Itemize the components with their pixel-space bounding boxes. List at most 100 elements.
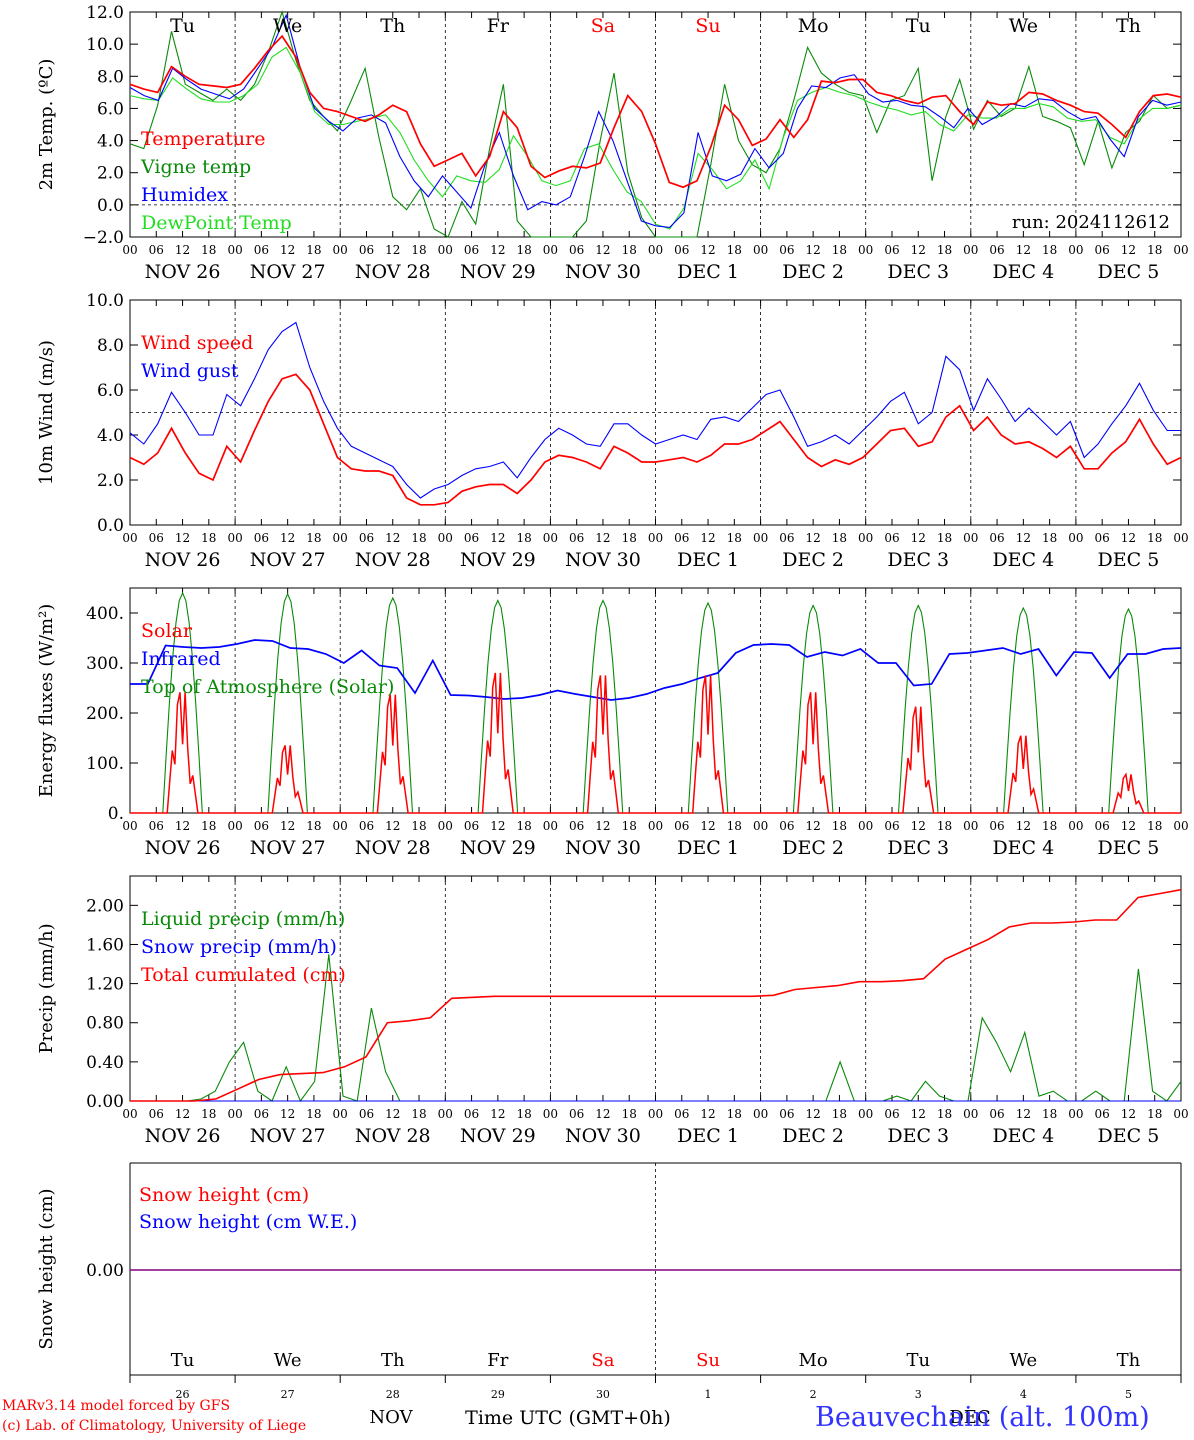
x-hour-label: 06 xyxy=(149,243,164,257)
x-date-label: DEC 1 xyxy=(677,1125,739,1147)
x-hour-label: 18 xyxy=(201,819,216,833)
x-date-label: NOV 30 xyxy=(565,549,641,571)
y-axis-label: Snow height (cm) xyxy=(36,1188,57,1349)
x-hour-label: 00 xyxy=(648,243,663,257)
y-axis-label: Energy fluxes (W/m²) xyxy=(36,604,57,798)
x-hour-label: 12 xyxy=(1016,819,1031,833)
x-hour-label: 18 xyxy=(1147,1107,1162,1121)
y-tick-label: 6.0 xyxy=(97,381,124,401)
x-date-label: DEC 4 xyxy=(992,837,1054,859)
x-hour-label: 06 xyxy=(884,1107,899,1121)
x-hour-label: 06 xyxy=(569,819,584,833)
x-hour-label: 00 xyxy=(1173,531,1188,545)
weekday-label: Mo xyxy=(799,1350,828,1371)
legend-toa-solar: Top of Atmosphere (Solar) xyxy=(141,676,394,698)
x-axis-title: Time UTC (GMT+0h) xyxy=(465,1407,671,1429)
y-tick-label: 1.60 xyxy=(86,935,124,955)
series-line-dewpoint-temp xyxy=(129,46,1182,230)
weekday-label: Th xyxy=(1117,1350,1141,1371)
x-hour-label: 00 xyxy=(753,819,768,833)
x-hour-label: 12 xyxy=(806,243,821,257)
day-number-label: 5 xyxy=(1125,1388,1132,1401)
x-date-label: DEC 3 xyxy=(887,837,949,859)
x-date-label: DEC 5 xyxy=(1098,549,1160,571)
day-number-label: 2 xyxy=(810,1388,817,1401)
x-date-label: NOV 29 xyxy=(460,261,536,283)
x-hour-label: 06 xyxy=(569,243,584,257)
day-number-label: 28 xyxy=(386,1388,400,1401)
y-tick-label: 6.0 xyxy=(97,99,124,119)
legend-infrared: Infrared xyxy=(141,648,221,670)
y-tick-label: 4.0 xyxy=(97,426,124,446)
x-hour-label: 12 xyxy=(700,531,715,545)
x-hour-label: 06 xyxy=(254,1107,269,1121)
x-hour-label: 00 xyxy=(753,531,768,545)
day-number-label: 3 xyxy=(915,1388,922,1401)
x-hour-label: 12 xyxy=(700,243,715,257)
x-date-label: NOV 27 xyxy=(250,1125,326,1147)
x-hour-label: 06 xyxy=(149,819,164,833)
x-hour-label: 00 xyxy=(1068,531,1083,545)
x-hour-label: 12 xyxy=(490,819,505,833)
station-label: Beauvechain (alt. 100m) xyxy=(815,1402,1150,1433)
x-hour-label: 00 xyxy=(122,531,137,545)
x-date-label: NOV 26 xyxy=(145,549,221,571)
legend-snow-precip: Snow precip (mm/h) xyxy=(141,936,337,958)
series-line-wind-gust xyxy=(129,321,1181,499)
x-date-label: DEC 2 xyxy=(782,549,844,571)
x-hour-label: 12 xyxy=(280,819,295,833)
x-date-label: NOV 28 xyxy=(355,837,431,859)
x-hour-label: 18 xyxy=(622,531,637,545)
y-tick-label: 100. xyxy=(86,754,124,774)
x-hour-label: 06 xyxy=(989,1107,1004,1121)
x-hour-label: 00 xyxy=(543,531,558,545)
weekday-label: Tu xyxy=(171,1350,195,1371)
month-label-right: DEC xyxy=(949,1407,990,1428)
x-hour-label: 18 xyxy=(832,1107,847,1121)
x-hour-label: 18 xyxy=(516,243,531,257)
day-number-label: 27 xyxy=(281,1388,295,1401)
x-hour-label: 00 xyxy=(963,819,978,833)
weekday-label: Tu xyxy=(170,15,195,37)
x-hour-label: 12 xyxy=(595,243,610,257)
x-date-label: NOV 28 xyxy=(355,549,431,571)
x-hour-label: 00 xyxy=(858,819,873,833)
y-tick-label: −2.0 xyxy=(83,228,124,248)
x-hour-label: 06 xyxy=(1095,531,1110,545)
x-hour-label: 06 xyxy=(254,531,269,545)
weekday-label: Fr xyxy=(487,1350,508,1371)
x-hour-label: 00 xyxy=(438,1107,453,1121)
x-date-label: NOV 26 xyxy=(145,837,221,859)
weekday-label: Fr xyxy=(487,15,510,37)
x-hour-label: 12 xyxy=(175,1107,190,1121)
x-hour-label: 18 xyxy=(727,1107,742,1121)
x-hour-label: 18 xyxy=(937,531,952,545)
x-date-label: DEC 5 xyxy=(1098,1125,1160,1147)
y-tick-label: 10.0 xyxy=(86,291,124,311)
y-tick-label: 400. xyxy=(86,604,124,624)
x-hour-label: 00 xyxy=(543,243,558,257)
x-hour-label: 12 xyxy=(280,243,295,257)
x-hour-label: 00 xyxy=(1173,243,1188,257)
y-tick-label: 0.00 xyxy=(86,1261,124,1281)
x-hour-label: 12 xyxy=(595,531,610,545)
x-hour-label: 18 xyxy=(306,1107,321,1121)
x-hour-label: 18 xyxy=(937,819,952,833)
x-hour-label: 12 xyxy=(175,243,190,257)
x-date-label: DEC 3 xyxy=(887,1125,949,1147)
y-tick-label: 2.00 xyxy=(86,896,124,916)
x-hour-label: 00 xyxy=(122,819,137,833)
x-hour-label: 12 xyxy=(1121,243,1136,257)
legend-snow-height-we: Snow height (cm W.E.) xyxy=(139,1211,357,1233)
y-tick-label: 4.0 xyxy=(97,132,124,152)
x-date-label: DEC 3 xyxy=(887,261,949,283)
x-hour-label: 18 xyxy=(516,531,531,545)
x-hour-label: 06 xyxy=(359,531,374,545)
x-date-label: DEC 4 xyxy=(992,549,1054,571)
x-hour-label: 00 xyxy=(858,1107,873,1121)
x-hour-label: 18 xyxy=(516,819,531,833)
legend-snow-height: Snow height (cm) xyxy=(139,1184,309,1206)
legend-humidex: Humidex xyxy=(141,184,228,206)
y-tick-label: 8.0 xyxy=(97,67,124,87)
x-hour-label: 12 xyxy=(806,819,821,833)
